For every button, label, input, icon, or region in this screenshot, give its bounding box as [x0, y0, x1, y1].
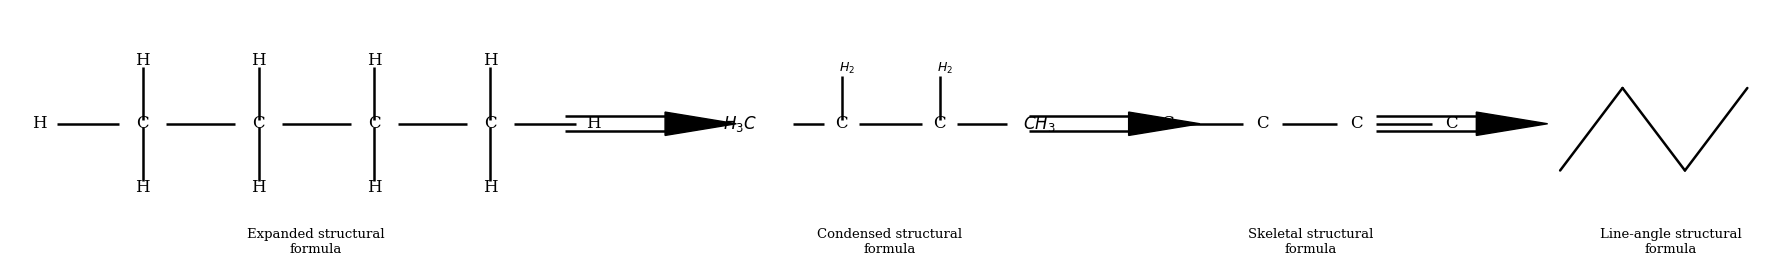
- Text: C: C: [1443, 115, 1458, 132]
- Text: C: C: [483, 115, 497, 132]
- Text: H: H: [32, 115, 46, 132]
- Text: H: H: [135, 52, 150, 69]
- Text: C: C: [251, 115, 266, 132]
- Text: $H_2$: $H_2$: [839, 61, 854, 76]
- Text: $H_3C$: $H_3C$: [722, 114, 757, 134]
- Text: H: H: [483, 178, 497, 196]
- Text: Condensed structural
formula: Condensed structural formula: [816, 228, 962, 256]
- Text: H: H: [251, 178, 266, 196]
- Text: Expanded structural
formula: Expanded structural formula: [246, 228, 385, 256]
- Polygon shape: [1128, 112, 1199, 135]
- Text: H: H: [586, 115, 601, 132]
- Text: H: H: [367, 52, 381, 69]
- Polygon shape: [665, 112, 736, 135]
- Text: H: H: [367, 178, 381, 196]
- Text: C: C: [1160, 115, 1174, 132]
- Text: C: C: [834, 115, 848, 132]
- Text: C: C: [1349, 115, 1363, 132]
- Text: C: C: [367, 115, 381, 132]
- Text: H: H: [251, 52, 266, 69]
- Text: $CH_3$: $CH_3$: [1023, 114, 1055, 134]
- Text: Skeletal structural
formula: Skeletal structural formula: [1247, 228, 1372, 256]
- Text: C: C: [932, 115, 946, 132]
- Text: H: H: [135, 178, 150, 196]
- Text: $H_2$: $H_2$: [937, 61, 952, 76]
- Text: H: H: [483, 52, 497, 69]
- Text: Line-angle structural
formula: Line-angle structural formula: [1598, 228, 1741, 256]
- Text: C: C: [135, 115, 150, 132]
- Polygon shape: [1475, 112, 1547, 135]
- Text: C: C: [1255, 115, 1269, 132]
